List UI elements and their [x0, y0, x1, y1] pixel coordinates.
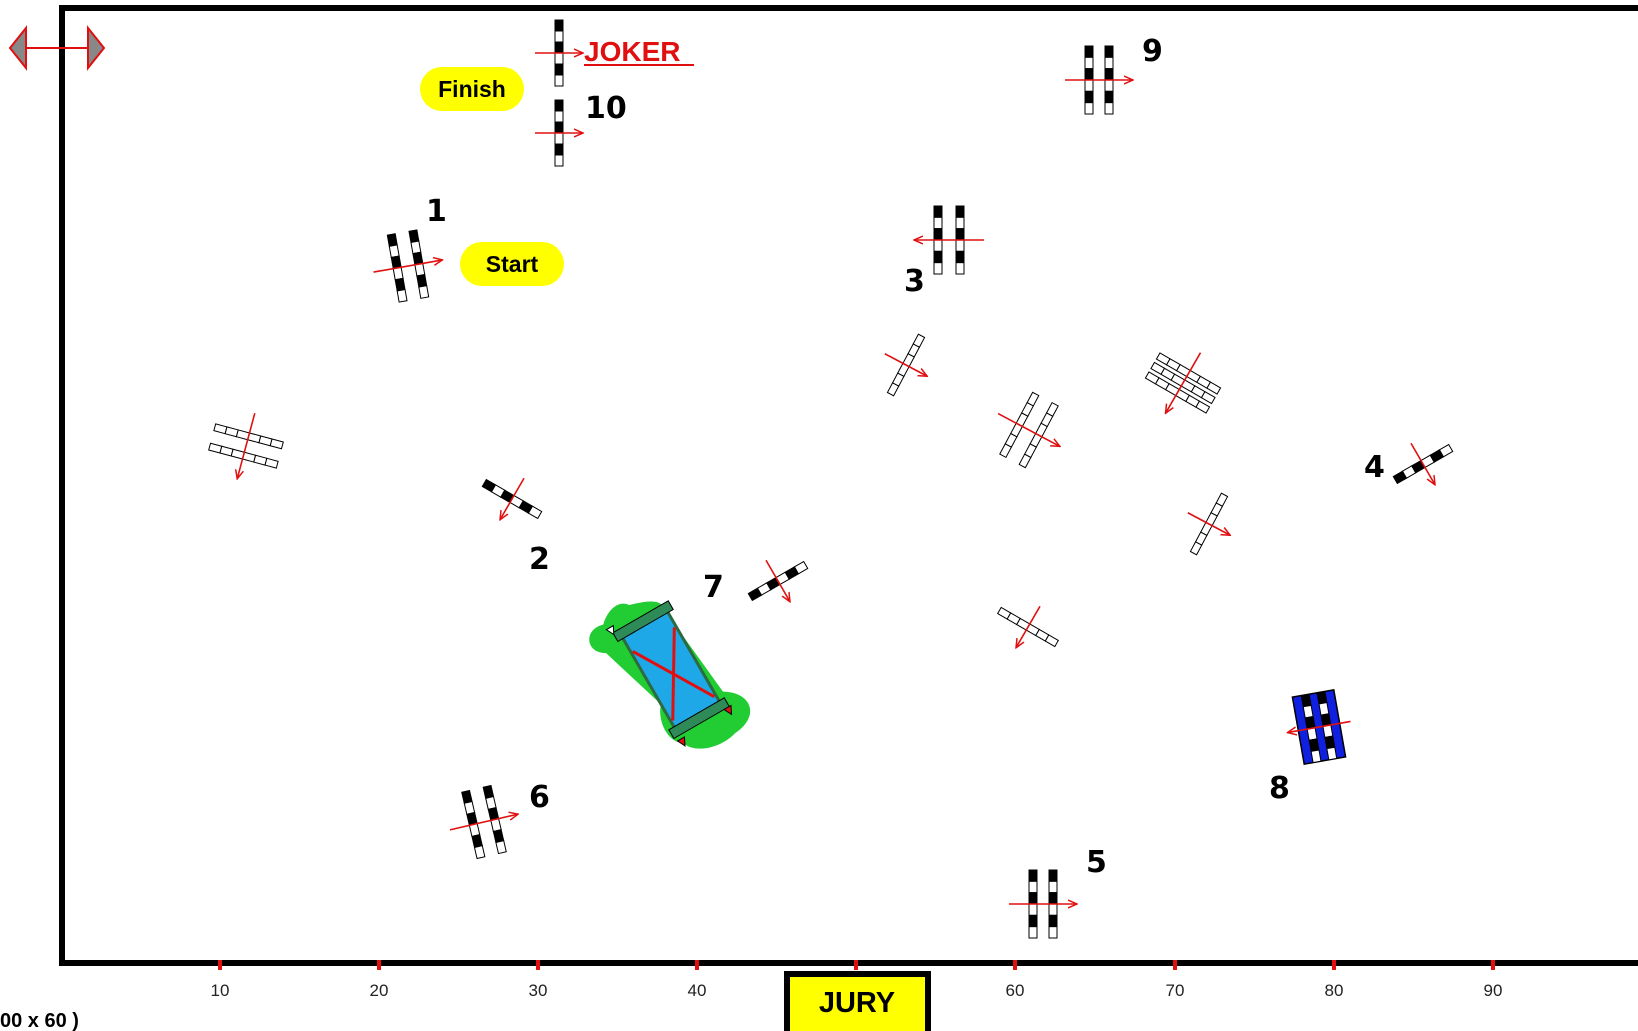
scale-arrow-icon: [8, 25, 106, 71]
tick-label: 90: [1484, 981, 1503, 1000]
fence-7: [747, 559, 809, 618]
obstacle-number-10: 10: [585, 91, 627, 126]
jury-box: JURY: [784, 971, 931, 1031]
obstacle-number-1: 1: [426, 194, 447, 229]
fence-9: [1065, 45, 1133, 115]
fence-3: [914, 205, 984, 275]
tick-label: 70: [1166, 981, 1185, 1000]
fence-white-e: [1187, 492, 1245, 556]
fences-layer: [208, 19, 1454, 939]
tick-label: 10: [211, 981, 230, 1000]
tick-label: 30: [529, 981, 548, 1000]
fence-6: [449, 784, 526, 860]
finish-label: Finish: [438, 76, 506, 102]
obstacle-number-6: 6: [529, 780, 550, 815]
obstacle-number-8: 8: [1269, 771, 1290, 806]
obstacle-number-4: 4: [1364, 450, 1385, 485]
fence-white-a: [208, 412, 284, 488]
fence-white-f: [996, 605, 1060, 665]
tick-label: 20: [370, 981, 389, 1000]
finish-marker: Finish: [420, 67, 524, 111]
obstacle-number-9: 9: [1142, 34, 1163, 69]
start-marker: Start: [460, 242, 564, 286]
fence-4: [1392, 442, 1454, 501]
obstacle-number-3: 3: [904, 264, 925, 299]
fence-2: [481, 477, 543, 536]
water-jump: [589, 600, 751, 749]
tick-label: 80: [1325, 981, 1344, 1000]
fence-white-d: [1144, 352, 1222, 431]
obstacle-number-5: 5: [1086, 845, 1107, 880]
tick-label: 40: [688, 981, 707, 1000]
tick-label: 60: [1006, 981, 1025, 1000]
arena-border: [59, 5, 1638, 966]
fence-joker: [535, 19, 583, 87]
arena-size-label: 00 x 60 ): [0, 1010, 79, 1031]
fence-white-b: [884, 333, 942, 397]
joker-label: JOKER: [584, 36, 680, 67]
fence-8: [1282, 689, 1351, 765]
obstacle-number-7: 7: [703, 570, 724, 605]
jury-label: JURY: [819, 987, 895, 1019]
fence-1: [373, 229, 449, 303]
x-axis-ticks: 10 20 30 40 60 70 80 90: [211, 960, 1503, 1000]
fence-white-c: [997, 391, 1077, 469]
fence-5: [1009, 869, 1077, 939]
joker-label-group: JOKER: [584, 36, 694, 67]
fence-10: [535, 99, 583, 167]
obstacle-number-2: 2: [529, 542, 550, 577]
start-label: Start: [486, 251, 539, 277]
